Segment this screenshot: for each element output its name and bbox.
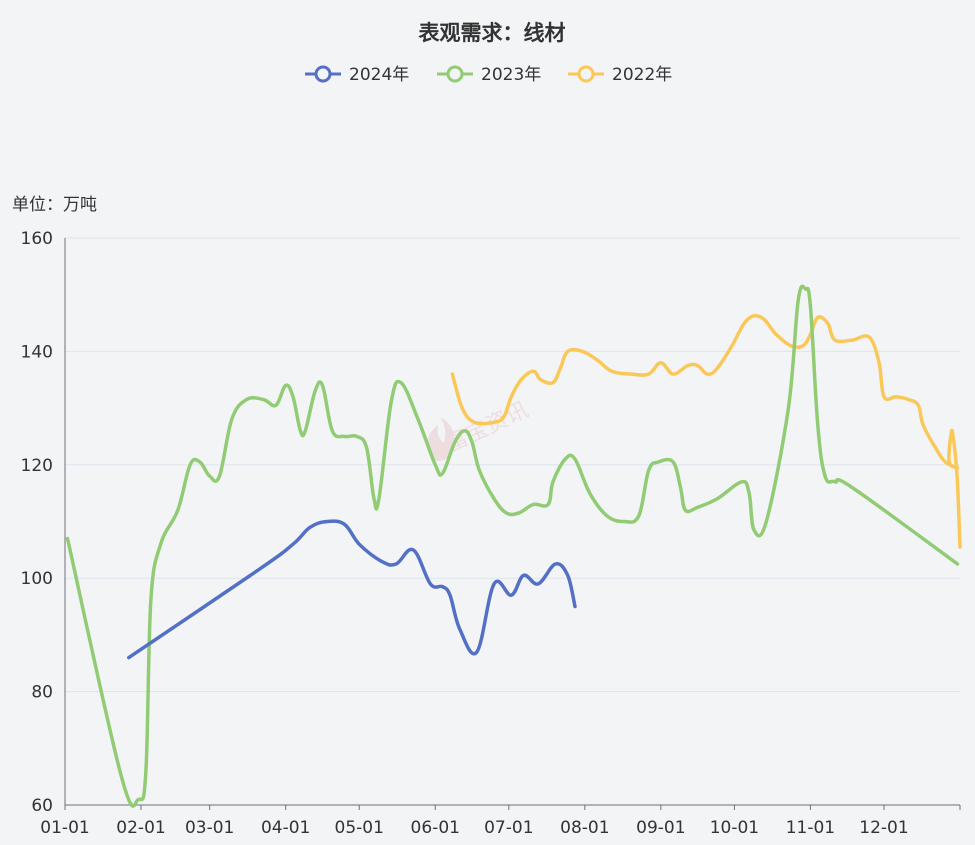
- x-tick-label: 10-01: [710, 818, 759, 838]
- legend-item-2023[interactable]: 2023年: [437, 65, 541, 85]
- legend[interactable]: 2024年 2023年 2022年: [305, 65, 672, 85]
- legend-marker: [314, 65, 332, 83]
- series-lines: [65, 284, 962, 808]
- legend-item-2022[interactable]: 2022年: [568, 65, 672, 85]
- x-tick-label: 05-01: [335, 818, 384, 838]
- x-tick-label: 08-01: [560, 818, 609, 838]
- y-tick-label: 60: [31, 796, 53, 816]
- y-tick-label: 100: [21, 569, 53, 589]
- y-tick-label: 120: [21, 456, 53, 476]
- y-tick-label: 80: [31, 683, 53, 703]
- series-line-2023: [65, 284, 960, 808]
- y-axis-ticks: 60 80 100 120 140 160: [21, 229, 53, 816]
- y-tick-label: 160: [21, 229, 53, 249]
- watermark-logo: 富宝资讯: [427, 398, 532, 462]
- x-axis-ticks: 01-01 02-01 03-01 04-01 05-01 06-01 07-01 08-01…: [40, 805, 961, 838]
- x-tick-label: 09-01: [636, 818, 685, 838]
- x-tick-label: 01-01: [40, 818, 89, 838]
- series-line-2022: [450, 314, 962, 549]
- x-tick-label: 12-01: [859, 818, 908, 838]
- x-tick-label: 04-01: [261, 818, 310, 838]
- grid-lines: [65, 237, 960, 693]
- x-tick-label: 07-01: [484, 818, 533, 838]
- series-line-2024: [127, 519, 577, 660]
- x-tick-label: 06-01: [411, 818, 460, 838]
- legend-label: 2024年: [349, 65, 409, 85]
- legend-label: 2023年: [481, 65, 541, 85]
- legend-marker: [577, 65, 595, 83]
- legend-item-2024[interactable]: 2024年: [305, 65, 409, 85]
- y-tick-label: 140: [21, 342, 53, 362]
- x-tick-label: 02-01: [116, 818, 165, 838]
- flame-icon: [427, 417, 455, 462]
- x-tick-label: 03-01: [185, 818, 234, 838]
- y-axis-unit-label: 单位：万吨: [12, 195, 97, 215]
- watermark-text: 富宝资讯: [442, 398, 532, 458]
- legend-marker: [446, 65, 464, 83]
- legend-label: 2022年: [612, 65, 672, 85]
- chart-title: 表观需求：线材: [419, 21, 566, 45]
- x-tick-label: 11-01: [786, 818, 835, 838]
